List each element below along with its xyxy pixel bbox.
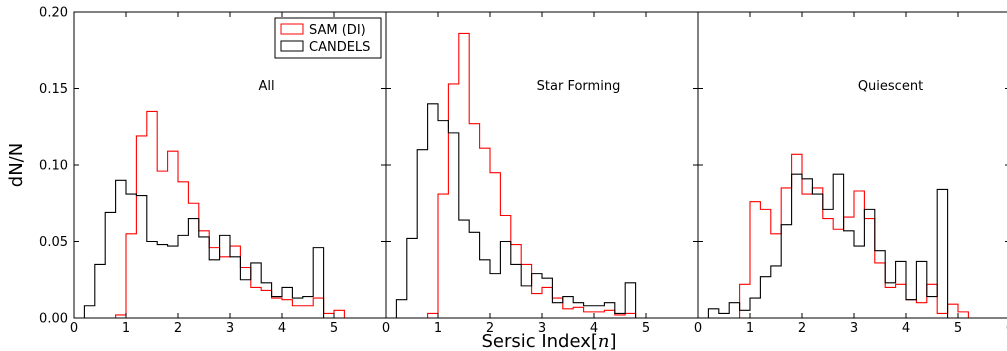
x-axis-title: Sersic Index[n]: [481, 331, 616, 351]
panel-frame-3: [697, 11, 1007, 319]
legend-label-candels: CANDELS: [309, 40, 370, 55]
x-tick-label-2-3: 3: [538, 321, 546, 336]
y-tick-label-0.00: 0.00: [39, 312, 68, 327]
x-tick-label-1-2: 2: [174, 321, 182, 336]
panel-label-2: Star Forming: [537, 79, 621, 94]
histogram-series-sam-panel-2: [396, 32, 657, 318]
legend-swatch-sam: [280, 23, 304, 35]
panel-2: 0 1 2 3 4 5 Star Forming: [382, 11, 699, 336]
x-tick-label-2-2: 2: [486, 321, 494, 336]
y-tick-label-0.20: 0.20: [39, 6, 68, 21]
y-axis-title: dN/N: [6, 143, 27, 187]
x-tick-label-2-1: 1: [434, 321, 442, 336]
x-tick-label-1-1: 1: [122, 321, 130, 336]
x-tick-label-3-1: 1: [746, 321, 754, 336]
histogram-series-sam-panel-1: [84, 110, 345, 318]
legend-label-sam: SAM (DI): [309, 23, 366, 38]
x-tick-label-1-0: 0: [70, 321, 78, 336]
panel-3: 0 1 2 3 4 5 6 Quiescent: [694, 11, 1007, 336]
histogram-series-candels-panel-1: [83, 179, 345, 318]
panel-frame-2: [385, 11, 699, 319]
legend: SAM (DI) CANDELS: [274, 17, 382, 59]
y-tick-label-0.10: 0.10: [39, 159, 68, 174]
x-tick-label-1-4: 4: [278, 321, 286, 336]
legend-swatch-candels: [280, 40, 304, 52]
y-tick-label-0.15: 0.15: [39, 82, 68, 97]
x-tick-label-3-4: 4: [902, 321, 910, 336]
legend-box: [274, 17, 382, 59]
x-tick-label-2-5: 5: [642, 321, 650, 336]
x-tick-label-1-5: 5: [330, 321, 338, 336]
x-tick-label-3-3: 3: [850, 321, 858, 336]
histogram-series-sam-panel-3: [708, 153, 969, 318]
x-tick-label-3-0: 0: [694, 321, 702, 336]
panel-label-3: Quiescent: [858, 79, 923, 94]
x-tick-label-3-6: 6: [1006, 321, 1007, 336]
x-tick-label-3-5: 5: [954, 321, 962, 336]
panel-label-1: All: [258, 79, 274, 94]
x-tick-label-1-3: 3: [226, 321, 234, 336]
y-tick-label-0.05: 0.05: [39, 235, 68, 250]
x-tick-label-2-4: 4: [590, 321, 598, 336]
panels-group: 0 1 2 3 4 5 0.00 0.05 0.10 0.15 0.20 All 0 1 2 3 4 5 Star …: [39, 6, 1007, 336]
panel-1: 0 1 2 3 4 5 0.00 0.05 0.10 0.15 0.20 All: [39, 6, 387, 336]
x-tick-label-3-2: 2: [798, 321, 806, 336]
histogram-series-candels-panel-2: [395, 103, 657, 318]
histogram-series-candels-panel-3: [707, 173, 969, 318]
x-tick-label-2-0: 0: [382, 321, 390, 336]
